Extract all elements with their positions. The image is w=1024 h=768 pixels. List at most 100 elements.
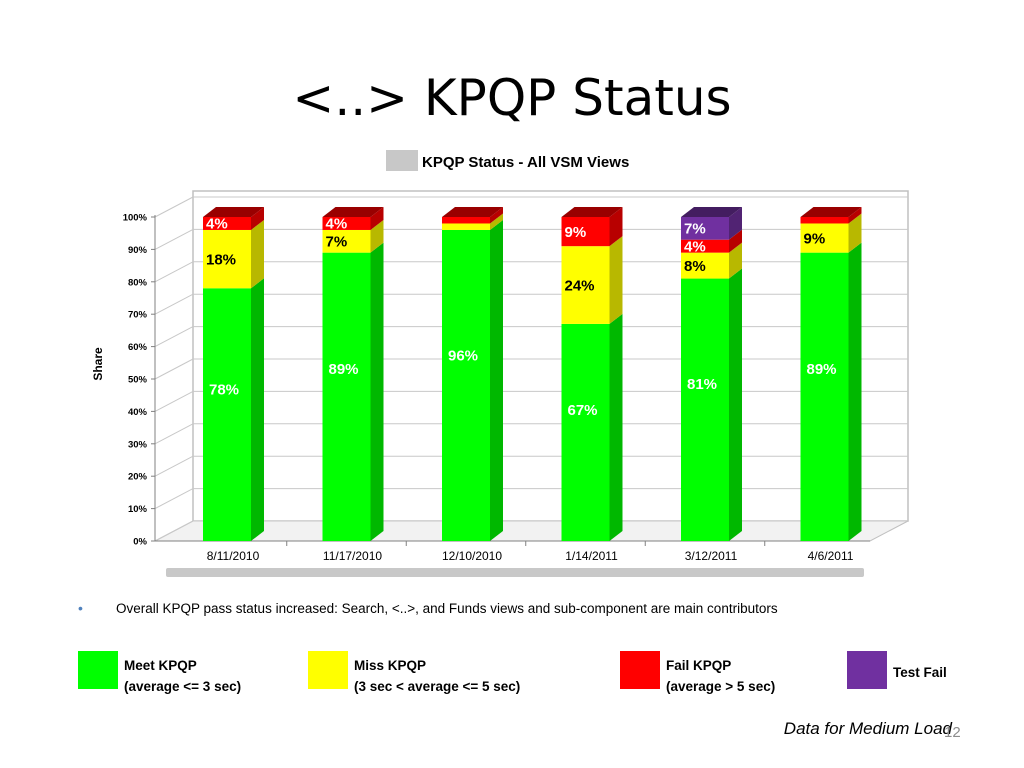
bar-segment-side (251, 207, 264, 230)
y-tick-label: 60% (128, 342, 148, 353)
y-tick-label: 70% (128, 310, 148, 321)
legend-swatch-miss (308, 651, 348, 689)
x-tick-label: 3/12/2011 (685, 549, 738, 563)
bullet-icon: • (78, 600, 83, 616)
y-tick-label: 40% (128, 407, 148, 418)
bar-segment (322, 229, 371, 253)
bar-segment-side (490, 219, 503, 541)
gridline-diagonal (154, 326, 194, 348)
bar-segment-side (609, 207, 623, 247)
chart-bars (203, 207, 862, 541)
data-label: 9% (804, 230, 826, 247)
x-tick-label: 12/10/2010 (442, 549, 502, 563)
data-label: 4% (684, 238, 706, 255)
bar-segment-side (848, 213, 862, 253)
x-tick-label: 8/11/2010 (207, 549, 260, 563)
x-tick-label: 1/14/2011 (565, 549, 618, 563)
gridline-diagonal (154, 196, 194, 218)
x-tick-label: 4/6/2011 (808, 549, 854, 563)
bar-top (681, 207, 742, 217)
chart-data-labels: 78%18%4%89%7%4%96%67%24%9%81%8%4%7%89%9% (206, 216, 837, 419)
y-tick-label: 0% (133, 537, 147, 548)
legend-swatch-test-fail (847, 651, 887, 689)
gridline-diagonal (154, 455, 194, 477)
legend-swatch-meet (78, 651, 118, 689)
bar-segment (203, 217, 251, 230)
bar-segment (800, 223, 849, 253)
data-label: 4% (326, 216, 348, 233)
bar-segment (561, 217, 610, 247)
bar-segment-side (370, 207, 384, 230)
bar-segment (322, 252, 371, 541)
bar-segment-side (490, 207, 503, 224)
stacked-bar-chart: 0% 10% 20% 30% 40% 50% 60% 70% 80% 90% 100% 78% 18%… (91, 150, 909, 577)
bar-top (203, 207, 264, 217)
y-tick-label: 100% (123, 213, 148, 224)
bar-segment (322, 217, 371, 230)
bar-segment-side (370, 242, 384, 541)
bar-segment (442, 229, 490, 541)
bar-segment (442, 217, 490, 224)
data-label: 96% (448, 348, 478, 365)
y-tick-label: 20% (128, 472, 148, 483)
bar-segment-side (251, 278, 264, 541)
gridline-diagonal (154, 488, 194, 510)
x-axis-labels: 8/11/2010 11/17/2010 12/10/2010 1/14/2011 3/… (207, 541, 854, 563)
chart-grid (154, 190, 909, 542)
gridline-diagonal (154, 520, 194, 542)
bar-top (322, 207, 384, 217)
page-number: 12 (944, 724, 961, 741)
data-label: 89% (807, 361, 837, 378)
data-label: 78% (209, 381, 239, 398)
chart-title-swatch (386, 150, 418, 171)
bar-top (800, 207, 862, 217)
gridline-diagonal (154, 228, 194, 250)
x-tick-label: 11/17/2010 (323, 549, 382, 563)
y-tick-label: 50% (128, 375, 148, 386)
gridline-diagonal (154, 423, 194, 445)
bar-segment (800, 252, 849, 541)
bar-segment-side (729, 207, 742, 240)
data-label: 7% (684, 221, 706, 238)
legend-text-fail: Fail KPQP (average > 5 sec) (666, 658, 776, 694)
bar-top (561, 207, 623, 217)
bar-segment-side (729, 268, 742, 541)
bar-segment-side (251, 219, 264, 289)
gridline-diagonal (154, 390, 194, 412)
y-axis-label: Share (91, 347, 105, 381)
bar-segment (203, 229, 251, 289)
bar-segment (561, 323, 610, 541)
chart-scrollbar[interactable] (166, 568, 864, 577)
legend-text-meet: Meet KPQP (average <= 3 sec) (124, 658, 242, 694)
y-tick-label: 30% (128, 439, 148, 450)
data-label: 4% (206, 216, 228, 233)
legend-text-test-fail: Test Fail (893, 665, 947, 680)
data-label: 8% (684, 258, 706, 275)
chart-floor (154, 520, 909, 542)
bar-segment-side (729, 242, 742, 279)
bar-segment (681, 239, 729, 253)
bar-top (442, 207, 503, 217)
bar-segment-side (609, 236, 623, 324)
gridline-diagonal (154, 261, 194, 283)
bar-segment-side (848, 207, 862, 224)
gridline-diagonal (154, 293, 194, 315)
bar-segment (561, 246, 610, 324)
footer-note: Data for Medium Load (783, 719, 952, 738)
y-tick-label: 90% (128, 245, 148, 256)
data-label: 89% (329, 361, 359, 378)
y-tick-label: 80% (128, 277, 148, 288)
gridline-diagonal (154, 358, 194, 380)
data-label: 81% (687, 376, 717, 393)
data-label: 9% (565, 224, 587, 241)
bar-segment (800, 217, 849, 224)
legend-text-miss: Miss KPQP (3 sec < average <= 5 sec) (354, 658, 521, 694)
bar-segment (442, 223, 490, 230)
y-tick-label: 10% (128, 504, 148, 515)
data-label: 7% (326, 234, 348, 251)
bar-segment-side (848, 242, 862, 541)
bar-segment-side (729, 229, 742, 253)
bar-segment (203, 288, 251, 541)
bar-segment-side (490, 213, 503, 230)
bullet-text: Overall KPQP pass status increased: Sear… (116, 601, 778, 616)
